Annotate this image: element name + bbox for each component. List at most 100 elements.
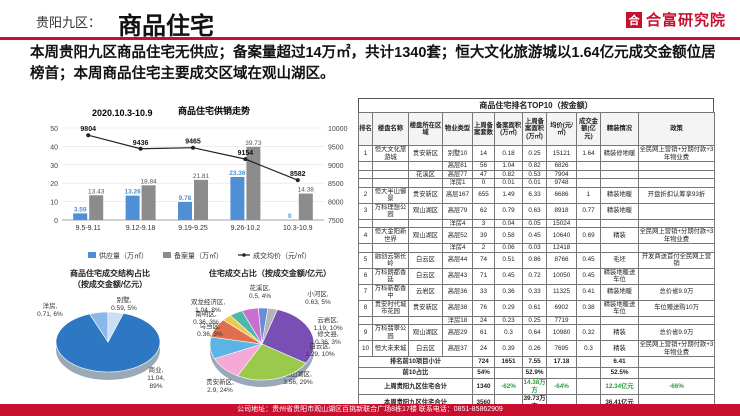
table-cell: [600, 218, 639, 228]
table-cell: 高层52: [442, 227, 473, 244]
table-row: 花溪区 高层77 47 0.82 0.53 7904: [358, 169, 715, 179]
table-cell: 0.03: [522, 243, 547, 253]
y-left-tick: 40: [50, 144, 58, 151]
table-cell: 观山湖区: [408, 227, 443, 244]
table-cell: 2: [358, 186, 373, 204]
summary-cell: 7.55: [522, 356, 547, 368]
table-cell: 开发商送首付全民网上营销: [638, 251, 715, 269]
table-cell: 0.23: [494, 315, 523, 325]
table-header: 楼盘所在区域: [408, 112, 443, 146]
y-left-tick: 10: [50, 200, 58, 207]
table-row: 洋房4 3 0.04 0.05 15024: [358, 218, 715, 228]
table-cell: 高层167: [442, 186, 473, 204]
table-cell: 71: [472, 267, 495, 285]
table-cell: 56: [472, 161, 495, 171]
price-label: 9465: [185, 139, 201, 146]
table-cell: 0.25: [522, 145, 547, 162]
table-cell: 精装: [600, 227, 639, 244]
pie-label: 1.19, 10%: [313, 325, 342, 332]
table-cell: 6686: [546, 186, 577, 204]
category-tick: 9.26-10.2: [231, 225, 261, 232]
pie-label: 89%: [149, 383, 162, 390]
table-cell: 恒大金阳新世界: [372, 227, 409, 244]
legend-sales-swatch: [163, 252, 171, 258]
table-cell: 高层44: [442, 251, 473, 269]
table-cell: 高层36: [442, 283, 473, 301]
table-header: 物业类型: [442, 112, 473, 146]
summary-cell: [494, 367, 523, 379]
table-row: 10 恒大未来城 白云区 高层37 24 0.39 0.26 7695 0.3 精装 全民网上营销+…: [358, 340, 715, 357]
table-cell: 2: [472, 243, 495, 253]
table-cell: 0.05: [522, 218, 547, 228]
table-cell: 0.69: [576, 227, 601, 244]
price-point: [243, 157, 248, 162]
legend-price-marker: [242, 253, 246, 257]
table-cell: [408, 218, 443, 228]
table-cell: [576, 218, 601, 228]
table-cell: 9: [358, 324, 373, 341]
summary-cell: [576, 367, 601, 379]
table-cell: 高层38: [442, 299, 473, 317]
table-cell: 0.82: [494, 169, 523, 179]
price-point: [86, 133, 91, 138]
table-row: 洋房1 0 0.01 0.01 9748: [358, 178, 715, 188]
table-cell: 10: [358, 340, 373, 357]
pie-label: 0.5, 4%: [249, 293, 271, 300]
pie-slice: [107, 311, 124, 343]
table-row: 5 融创云锦长岭 白云区 高层44 74 0.51 0.86 8766 0.45 毛坯 开发商送首付…: [358, 251, 715, 269]
table-cell: [358, 315, 373, 325]
table-cell: 毛坯: [600, 251, 639, 269]
table-cell: 总价省9.9万: [638, 283, 715, 301]
table-cell: 白云区: [408, 267, 443, 285]
table-cell: 8766: [546, 251, 577, 269]
y-right-tick: 9500: [328, 144, 344, 151]
table-cell: 5: [358, 251, 373, 269]
left-pie-title-line2: （按成交金额/亿元）: [72, 280, 148, 289]
table-cell: 0.53: [522, 169, 547, 179]
table-cell: 白云区: [408, 251, 443, 269]
table-row: 洋房18 24 0.23 0.25 7719: [358, 315, 715, 325]
table-cell: 观山湖区: [408, 324, 443, 341]
table-cell: 精装地暖送车位: [600, 299, 639, 317]
table-cell: 1.64: [576, 145, 601, 162]
table-cell: 15024: [546, 218, 577, 228]
table-cell: 76: [472, 299, 495, 317]
table-cell: 24: [472, 315, 495, 325]
table-cell: 贵安新区: [408, 299, 443, 317]
summary-cell: 排名前10项目小计: [358, 356, 473, 368]
pie-label: 商业,: [149, 365, 164, 374]
table-cell: 洋房4: [442, 218, 473, 228]
table-cell: 0.45: [522, 227, 547, 244]
table-row: 9 万科翡翠公园 观山湖区 高层29 61 0.3 0.64 10980 0.32 精装 总价省9.…: [358, 324, 715, 341]
bar-chart-title: 商品住宅供销走势: [178, 105, 250, 116]
supply-bar: [125, 195, 140, 220]
table-cell: 7695: [546, 340, 577, 357]
table-cell: 精装: [600, 324, 639, 341]
table-cell: 0.64: [522, 324, 547, 341]
table-cell: [576, 169, 601, 179]
summary-cell: 上周贵阳九区住宅合计: [358, 378, 473, 395]
summary-cell: 1340: [472, 378, 495, 395]
sales-bar: [194, 179, 208, 220]
legend-sales: 备案量（万㎡）: [174, 251, 223, 260]
left-pie-title: 商品住宅成交结构占比 （按成交金额/亿元）: [40, 268, 180, 290]
table-cell: 万科朗都香廷: [372, 267, 409, 285]
table-cell: 1.49: [494, 186, 523, 204]
table-cell: [638, 267, 715, 285]
table-cell: [372, 178, 409, 188]
table-cell: 7719: [546, 315, 577, 325]
price-point: [138, 146, 143, 151]
table-cell: 62: [472, 202, 495, 220]
table-cell: 3: [472, 218, 495, 228]
table-cell: [358, 161, 373, 171]
table-cell: 洋房1: [442, 178, 473, 188]
sales-bar: [89, 195, 104, 220]
table-cell: 贵安新区: [408, 145, 443, 162]
table-row: 6 万科朗都香廷 白云区 高层43 71 0.45 0.72 10050 0.45 精装地暖送车位: [358, 267, 715, 285]
table-cell: 高层43: [442, 267, 473, 285]
category-tick: 9.12-9.18: [126, 225, 156, 232]
table-cell: [372, 169, 409, 179]
pie-label: 乌当区,: [199, 321, 221, 330]
legend-supply-swatch: [88, 252, 96, 258]
table-cell: 0.45: [494, 267, 523, 285]
